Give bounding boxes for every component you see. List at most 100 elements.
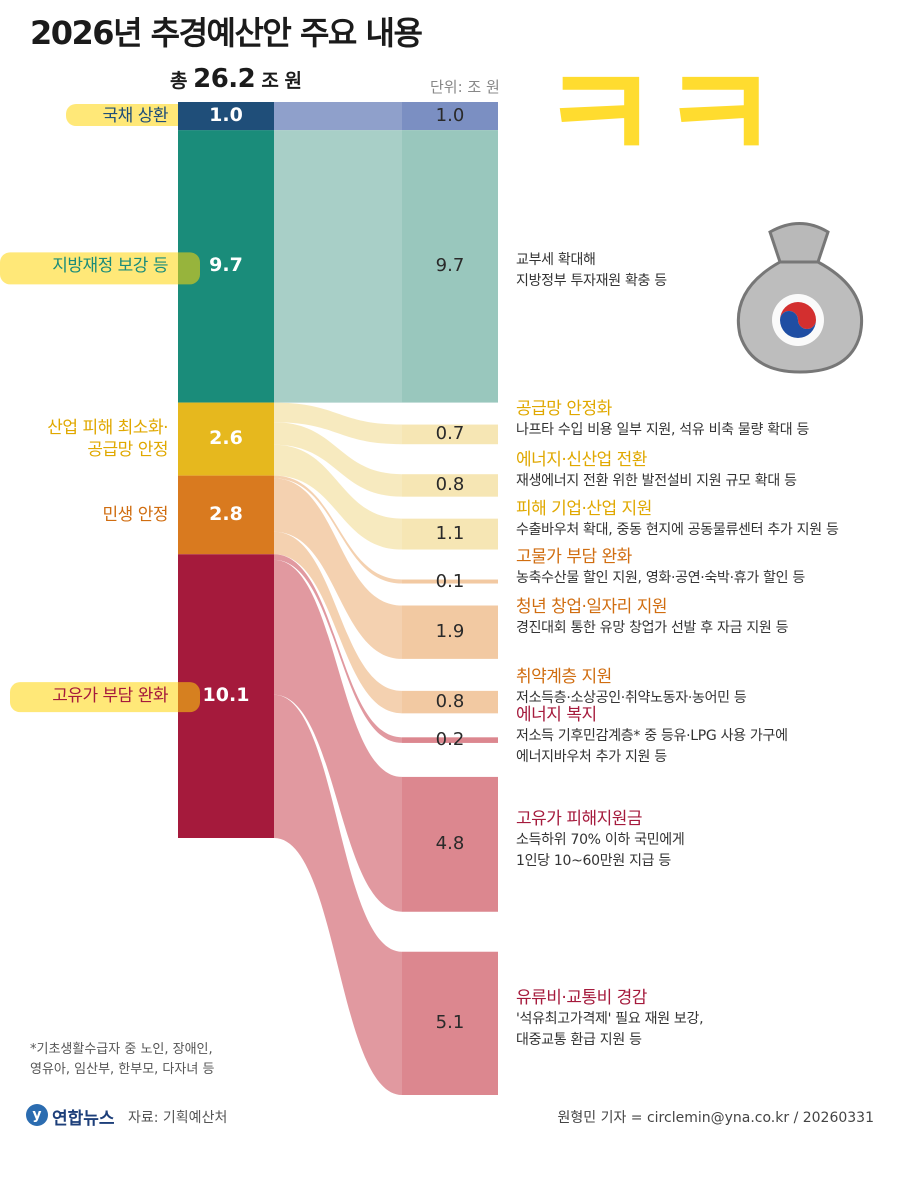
brand-name: 연합뉴스 (52, 1109, 115, 1129)
flow-8 (274, 554, 402, 743)
target-desc-4: 수출바우처 확대, 중동 현지에 공동물류센터 추가 지원 등 (516, 520, 839, 541)
money-bag-icon (736, 222, 864, 374)
source-value-3: 2.8 (209, 502, 243, 525)
source-label-line: 민생 안정 (102, 504, 169, 525)
target-value-9: 4.8 (435, 833, 465, 855)
flow-2 (274, 402, 402, 445)
target-title-5: 고물가 부담 완화 (516, 546, 632, 567)
target-desc-line: 저소득층·소상공인·취약노동자·농어민 등 (516, 690, 747, 707)
target-desc-line: 교부세 확대해 (516, 252, 596, 269)
target-desc-line: 재생에너지 전환 위한 발전설비 지원 규모 확대 등 (516, 473, 797, 490)
source-bar-3 (178, 475, 274, 555)
target-bar-0 (402, 102, 498, 131)
flow-3 (274, 422, 402, 497)
target-value-0: 1.0 (435, 105, 465, 127)
source-label-1: 지방재정 보강 등 (52, 255, 168, 277)
target-desc-line: '석유최고가격제' 필요 재원 보강, (516, 1011, 704, 1028)
footnote-line-2: 영유아, 임산부, 한부모, 다자녀 등 (30, 1062, 215, 1077)
flow-9 (274, 559, 402, 912)
target-bar-2 (402, 424, 498, 445)
target-desc-7: 저소득층·소상공인·취약노동자·농어민 등 (516, 688, 747, 709)
target-bar-9 (402, 776, 498, 912)
source-value-0: 1.0 (209, 104, 243, 127)
page-title: 2026년 추경예산안 주요 내용 (30, 14, 423, 52)
target-value-10: 5.1 (435, 1012, 465, 1034)
target-value-6: 1.9 (435, 621, 465, 643)
source-label-2: 산업 피해 최소화· 공급망 안정 (47, 417, 168, 461)
target-bar-8 (402, 737, 498, 743)
highlight-3 (10, 682, 200, 713)
source-bar-2 (178, 402, 274, 476)
flow-10 (274, 694, 402, 1095)
target-desc-10: '석유최고가격제' 필요 재원 보강, 대중교통 환급 지원 등 (516, 1009, 704, 1051)
target-title-2: 공급망 안정화 (516, 399, 612, 420)
target-desc-line: 경진대회 통한 유망 창업가 선발 후 자금 지원 등 (516, 620, 789, 637)
target-desc-line: 지방정부 투자재원 확충 등 (516, 273, 667, 290)
source-bar-0 (178, 102, 274, 131)
source-value-4: 10.1 (202, 684, 250, 707)
target-desc-2: 나프타 수입 비용 일부 지원, 석유 비축 물량 확대 등 (516, 420, 809, 441)
target-desc-line: 저소득 기후민감계층* 중 등유·LPG 사용 가구에 (516, 728, 788, 745)
target-desc-line: 나프타 수입 비용 일부 지원, 석유 비축 물량 확대 등 (516, 422, 810, 439)
target-title-4: 피해 기업·산업 지원 (516, 499, 652, 520)
total-value: 26.2 (193, 64, 256, 94)
target-value-8: 0.2 (435, 729, 465, 751)
source-value-1: 9.7 (209, 254, 243, 277)
source-label-line: 고유가 부담 완화 (52, 686, 168, 707)
source-label-line: 국채 상환 (102, 106, 169, 127)
source-label-line: 산업 피해 최소화· (47, 418, 168, 439)
target-desc-line: 1인당 10~60만원 지급 등 (516, 853, 671, 870)
total-prefix: 총 (170, 70, 187, 92)
credit-text: 원형민 기자 = circlemin@yna.co.kr / 20260331 (557, 1110, 874, 1126)
total-label: 총 26.2 조 원 (170, 64, 302, 94)
footnote-line-1: *기초생활수급자 중 노인, 장애인, (30, 1042, 213, 1057)
target-value-5: 0.1 (435, 570, 465, 592)
flow-4 (274, 444, 402, 550)
target-bar-4 (402, 518, 498, 550)
source-text: 자료: 기획예산처 (128, 1110, 228, 1126)
target-desc-line: 농축수산물 할인 지원, 영화·공연·숙박·휴가 할인 등 (516, 569, 805, 586)
target-desc-9: 소득하위 70% 이하 국민에게 1인당 10~60만원 지급 등 (516, 830, 685, 872)
target-desc-line: 수출바우처 확대, 중동 현지에 공동물류센터 추가 지원 등 (516, 522, 839, 539)
target-bar-7 (402, 690, 498, 714)
source-label-line: 지방재정 보강 등 (52, 256, 168, 277)
target-title-10: 유류비·교통비 경감 (516, 988, 647, 1009)
source-label-3: 민생 안정 (102, 504, 169, 526)
target-desc-line: 소득하위 70% 이하 국민에게 (516, 832, 685, 849)
target-value-7: 0.8 (435, 691, 465, 713)
target-value-3: 0.8 (435, 474, 465, 496)
total-unit: 조 원 (261, 70, 302, 92)
target-title-3: 에너지·신산업 전환 (516, 450, 647, 471)
flow-1 (274, 130, 402, 403)
source-label-line: 공급망 안정 (87, 440, 168, 461)
flow-5 (274, 475, 402, 584)
highlight-2 (0, 252, 200, 285)
source-label-4: 고유가 부담 완화 (52, 685, 168, 707)
target-value-4: 1.1 (435, 523, 465, 545)
target-bar-3 (402, 474, 498, 497)
target-title-6: 청년 창업·일자리 지원 (516, 597, 667, 618)
target-title-7: 취약계층 지원 (516, 667, 612, 688)
target-desc-5: 농축수산물 할인 지원, 영화·공연·숙박·휴가 할인 등 (516, 568, 805, 589)
target-title-8: 에너지 복지 (516, 705, 597, 726)
target-title-9: 고유가 피해지원금 (516, 809, 643, 830)
brand-logo-icon: y (26, 1104, 48, 1126)
target-bar-5 (402, 579, 498, 584)
flow-6 (274, 478, 402, 659)
target-desc-line: 에너지바우처 추가 지원 등 (516, 749, 667, 766)
target-bar-1 (402, 130, 498, 403)
target-value-2: 0.7 (435, 423, 465, 445)
target-desc-6: 경진대회 통한 유망 창업가 선발 후 자금 지원 등 (516, 618, 789, 639)
target-bar-10 (402, 951, 498, 1095)
target-value-1: 9.7 (435, 255, 465, 277)
unit-label: 단위: 조 원 (430, 78, 500, 96)
target-desc-3: 재생에너지 전환 위한 발전설비 지원 규모 확대 등 (516, 471, 797, 492)
source-value-2: 2.6 (209, 427, 243, 450)
source-label-0: 국채 상환 (102, 105, 169, 127)
footnote: *기초생활수급자 중 노인, 장애인, 영유아, 임산부, 한부모, 다자녀 등 (30, 1040, 214, 1080)
target-bar-6 (402, 605, 498, 659)
flow-7 (274, 531, 402, 714)
